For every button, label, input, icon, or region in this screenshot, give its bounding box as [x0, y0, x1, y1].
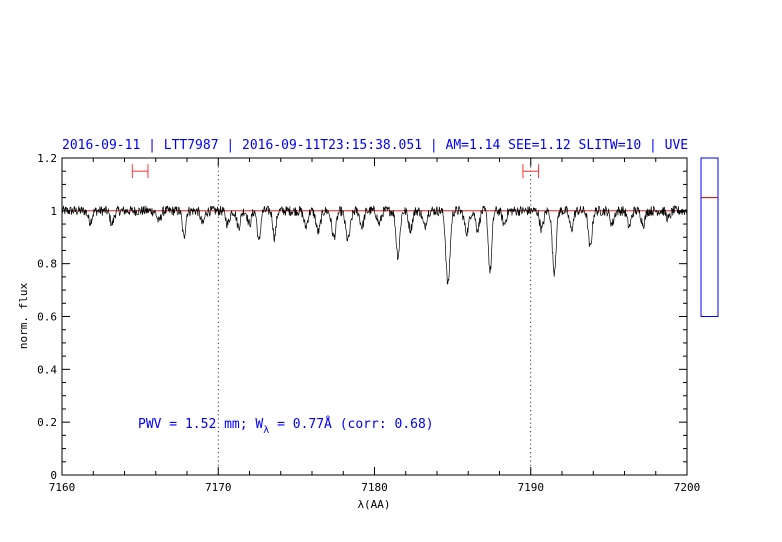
x-tick-label: 7190	[518, 481, 545, 494]
error-bar-markers	[131, 164, 540, 179]
y-tick-label: 0.2	[37, 416, 57, 429]
side-indicator	[700, 157, 719, 317]
x-axis-label: λ(AA)	[357, 498, 390, 511]
y-tick-label: 0.4	[37, 363, 57, 376]
x-tick-label: 7170	[205, 481, 232, 494]
chart-title: 2016-09-11 | LTT7987 | 2016-09-11T23:15:…	[62, 138, 688, 153]
y-tick-label: 0	[50, 469, 57, 482]
pwv-annotation-prefix: PWV = 1.52 mm; W	[138, 417, 263, 432]
y-tick-label: 1	[50, 205, 57, 218]
y-tick-label: 0.8	[37, 258, 57, 271]
pwv-annotation: PWV = 1.52 mm; Wλ = 0.77Å (corr: 0.68)	[138, 416, 434, 436]
plot-area	[61, 157, 688, 476]
spectrum-line	[61, 204, 688, 285]
y-tick-label: 1.2	[37, 152, 57, 165]
pwv-annotation-suffix: = 0.77Å (corr: 0.68)	[269, 416, 433, 432]
x-tick-label: 7160	[49, 481, 76, 494]
y-axis-label: norm. flux	[17, 283, 30, 350]
y-tick-label: 0.6	[37, 311, 57, 324]
x-tick-label: 7200	[674, 481, 701, 494]
pwv-annotation-subscript: λ	[263, 425, 269, 436]
side-indicator-frame	[700, 157, 719, 317]
axis-ticks	[61, 157, 688, 476]
tick-labels: 7160 7170 7180 7190 7200 0 0.2 0.4 0.6 0.8 1 1.2	[37, 152, 700, 494]
x-tick-label: 7180	[361, 481, 388, 494]
